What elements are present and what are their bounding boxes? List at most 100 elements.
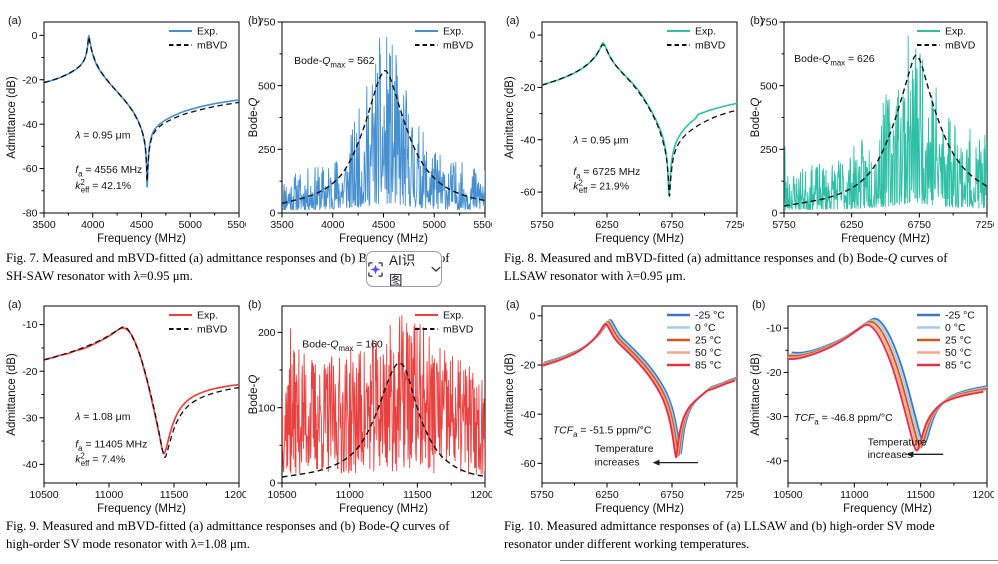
svg-text:3500: 3500 — [32, 219, 56, 231]
svg-text:-80: -80 — [22, 208, 37, 220]
svg-text:-40: -40 — [520, 134, 535, 146]
ai-button-label: AI识图 — [389, 253, 416, 288]
svg-text:250: 250 — [258, 144, 276, 156]
svg-text:4500: 4500 — [372, 219, 396, 231]
fig10-caption: Fig. 10. Measured admittance responses o… — [504, 519, 935, 551]
svg-text:750: 750 — [760, 17, 778, 29]
svg-text:fa = 4556 MHz: fa = 4556 MHz — [75, 164, 142, 179]
svg-text:Frequency (MHz): Frequency (MHz) — [339, 503, 428, 515]
ai-recognize-image-button[interactable]: AI识图 — [366, 251, 442, 288]
svg-text:Frequency (MHz): Frequency (MHz) — [595, 233, 684, 245]
svg-text:10500: 10500 — [773, 489, 802, 501]
svg-text:λ = 0.95 μm: λ = 0.95 μm — [74, 130, 131, 142]
svg-text:Bode-Qmax = 562: Bode-Qmax = 562 — [294, 55, 375, 70]
svg-text:Bode-Qmax = 626: Bode-Qmax = 626 — [794, 53, 875, 68]
svg-text:-20: -20 — [766, 367, 781, 379]
svg-text:mBVD: mBVD — [197, 40, 228, 52]
svg-text:-10: -10 — [766, 323, 781, 335]
svg-text:-20: -20 — [22, 366, 37, 378]
svg-text:Exp.: Exp. — [695, 26, 716, 38]
svg-text:6250: 6250 — [595, 219, 619, 231]
svg-text:0: 0 — [530, 30, 536, 42]
svg-text:10500: 10500 — [267, 489, 296, 501]
svg-text:11500: 11500 — [403, 489, 432, 501]
svg-text:-40: -40 — [22, 459, 37, 471]
svg-text:mBVD: mBVD — [695, 40, 726, 52]
svg-text:-40: -40 — [520, 409, 535, 421]
svg-text:(b): (b) — [248, 299, 261, 311]
svg-text:Admittance (dB): Admittance (dB) — [504, 353, 516, 436]
svg-text:Frequency (MHz): Frequency (MHz) — [339, 233, 428, 245]
svg-text:-60: -60 — [520, 458, 535, 470]
svg-text:fa = 6725 MHz: fa = 6725 MHz — [573, 166, 640, 181]
svg-text:0 °C: 0 °C — [695, 322, 716, 334]
svg-text:mBVD: mBVD — [197, 324, 228, 336]
svg-text:4000: 4000 — [81, 219, 105, 231]
svg-text:Frequency (MHz): Frequency (MHz) — [97, 233, 186, 245]
chevron-down-icon — [431, 266, 441, 273]
svg-text:5000: 5000 — [423, 219, 447, 231]
svg-text:λ = 0.95 μm: λ = 0.95 μm — [572, 134, 629, 146]
svg-text:4500: 4500 — [130, 219, 154, 231]
svg-text:6250: 6250 — [595, 489, 619, 501]
svg-text:11000: 11000 — [335, 489, 364, 501]
svg-text:(b): (b) — [248, 15, 261, 27]
svg-text:5750: 5750 — [530, 489, 554, 501]
svg-text:85 °C: 85 °C — [695, 360, 722, 372]
svg-text:-40: -40 — [22, 119, 37, 131]
svg-text:-30: -30 — [766, 411, 781, 423]
svg-text:0: 0 — [772, 208, 778, 220]
svg-text:Exp.: Exp. — [443, 310, 464, 322]
svg-text:Bode-Q: Bode-Q — [248, 98, 260, 138]
svg-text:Frequency (MHz): Frequency (MHz) — [843, 503, 932, 515]
svg-text:fa = 11405 MHz: fa = 11405 MHz — [75, 439, 147, 454]
svg-text:Frequency (MHz): Frequency (MHz) — [841, 233, 930, 245]
page-divider-rule — [560, 560, 998, 561]
svg-text:(a): (a) — [8, 15, 21, 27]
svg-text:250: 250 — [760, 144, 778, 156]
svg-text:Admittance (dB): Admittance (dB) — [6, 353, 18, 436]
svg-text:11500: 11500 — [906, 489, 935, 501]
svg-text:-20: -20 — [520, 360, 535, 372]
fig8-caption: Fig. 8. Measured and mBVD-fitted (a) adm… — [504, 251, 948, 283]
svg-text:50 °C: 50 °C — [945, 347, 972, 359]
svg-text:Temperature: Temperature — [595, 443, 654, 455]
svg-text:100: 100 — [258, 402, 276, 414]
svg-text:5000: 5000 — [179, 219, 203, 231]
svg-text:mBVD: mBVD — [945, 40, 976, 52]
svg-text:Admittance (dB): Admittance (dB) — [6, 76, 18, 159]
svg-text:TCFa = -46.8 ppm/°C: TCFa = -46.8 ppm/°C — [794, 412, 893, 427]
svg-text:25 °C: 25 °C — [945, 335, 972, 347]
svg-text:-25 °C: -25 °C — [945, 310, 975, 322]
svg-text:Admittance (dB): Admittance (dB) — [504, 76, 516, 159]
svg-text:Exp.: Exp. — [197, 310, 218, 322]
svg-text:Bode-Qmax = 160: Bode-Qmax = 160 — [302, 339, 383, 354]
svg-text:-60: -60 — [520, 187, 535, 199]
svg-text:mBVD: mBVD — [443, 324, 474, 336]
svg-text:6750: 6750 — [908, 219, 932, 231]
svg-text:5750: 5750 — [772, 219, 796, 231]
svg-text:4000: 4000 — [321, 219, 345, 231]
svg-text:0: 0 — [530, 310, 536, 322]
svg-text:(a): (a) — [506, 299, 519, 311]
svg-text:200: 200 — [258, 327, 276, 339]
svg-text:500: 500 — [760, 80, 778, 92]
svg-text:Exp.: Exp. — [197, 26, 218, 38]
svg-text:Bode-Q: Bode-Q — [750, 98, 762, 138]
svg-text:-60: -60 — [22, 163, 37, 175]
svg-text:Exp.: Exp. — [945, 26, 966, 38]
svg-text:500: 500 — [258, 80, 276, 92]
svg-text:(a): (a) — [8, 299, 21, 311]
